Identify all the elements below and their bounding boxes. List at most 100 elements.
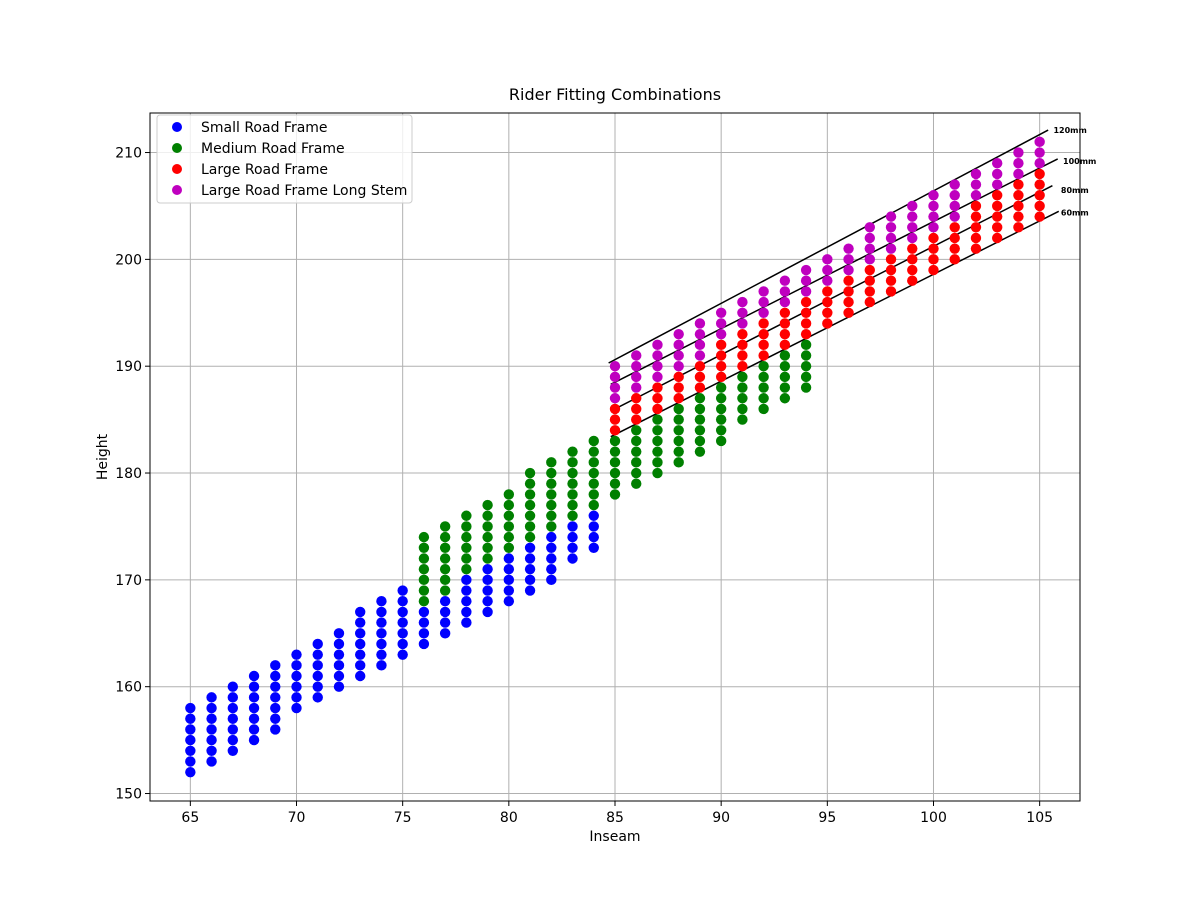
data-point xyxy=(439,553,451,564)
chart-title: Rider Fitting Combinations xyxy=(509,85,721,104)
data-point xyxy=(524,585,536,596)
data-point xyxy=(439,574,451,586)
data-point xyxy=(970,232,982,244)
data-point xyxy=(694,425,706,436)
data-point xyxy=(1013,158,1024,169)
data-point xyxy=(333,681,345,692)
data-point xyxy=(928,190,939,201)
data-point xyxy=(609,414,621,425)
y-tick-label: 150 xyxy=(115,787,142,803)
data-point xyxy=(482,596,493,607)
data-point xyxy=(928,232,939,244)
data-point xyxy=(715,328,727,340)
data-point xyxy=(737,403,748,415)
data-point xyxy=(312,638,323,650)
data-point xyxy=(970,200,982,212)
data-point xyxy=(567,521,578,532)
data-point xyxy=(397,628,408,639)
data-point xyxy=(907,222,918,233)
data-point xyxy=(567,457,578,468)
data-point xyxy=(503,510,515,521)
data-point xyxy=(524,531,536,543)
data-point xyxy=(673,339,684,351)
data-point xyxy=(991,222,1003,233)
data-point xyxy=(227,724,239,735)
y-axis-ticks: 150 160 170 180 190 200 210 xyxy=(115,146,150,803)
data-point xyxy=(270,724,281,735)
data-point xyxy=(822,307,833,318)
data-point xyxy=(333,660,345,671)
data-point xyxy=(949,200,960,212)
data-point xyxy=(631,457,642,468)
data-point xyxy=(439,563,451,575)
data-point xyxy=(758,371,769,383)
data-point xyxy=(885,275,897,286)
data-point xyxy=(291,692,302,703)
data-point xyxy=(418,585,430,596)
data-point xyxy=(673,393,684,404)
data-point xyxy=(864,222,875,233)
data-point xyxy=(779,360,791,372)
y-axis-label: Height xyxy=(95,433,111,480)
data-point xyxy=(1034,147,1045,158)
data-point xyxy=(609,393,621,404)
data-point xyxy=(588,478,599,489)
data-point xyxy=(1034,200,1045,212)
data-point xyxy=(588,531,599,543)
data-point xyxy=(928,264,939,276)
data-point xyxy=(376,617,387,628)
data-point xyxy=(418,596,430,607)
data-point xyxy=(609,435,621,447)
data-point xyxy=(185,724,196,735)
data-point xyxy=(567,467,578,479)
data-point xyxy=(439,585,451,596)
data-point xyxy=(715,414,727,425)
data-point xyxy=(673,328,684,340)
data-point xyxy=(503,563,515,575)
data-point xyxy=(461,596,472,607)
data-point xyxy=(482,585,493,596)
series-small-road-frame xyxy=(185,510,599,778)
legend-label-large-long-stem: Large Road Frame Long Stem xyxy=(201,183,407,199)
data-point xyxy=(1013,222,1024,233)
data-point xyxy=(737,382,748,393)
data-point xyxy=(397,638,408,650)
data-point xyxy=(800,360,812,372)
data-point xyxy=(907,264,918,276)
data-point xyxy=(800,318,812,329)
data-point xyxy=(758,318,769,329)
data-point xyxy=(822,318,833,329)
legend-marker-large xyxy=(172,164,182,174)
data-point xyxy=(1034,158,1045,169)
data-point xyxy=(185,756,196,767)
data-point xyxy=(588,489,599,500)
data-point xyxy=(333,670,345,682)
data-point xyxy=(418,531,430,543)
data-point xyxy=(800,275,812,286)
data-point xyxy=(800,350,812,361)
x-tick-label: 70 xyxy=(288,810,306,826)
data-point xyxy=(418,563,430,575)
stem-line-60mm xyxy=(610,210,1060,438)
data-point xyxy=(482,542,493,554)
y-tick-label: 190 xyxy=(115,359,142,375)
data-point xyxy=(843,264,854,276)
legend: Small Road Frame Medium Road Frame Large… xyxy=(156,114,413,204)
data-point xyxy=(758,360,769,372)
data-point xyxy=(928,200,939,212)
data-point xyxy=(652,467,663,479)
data-point xyxy=(864,264,875,276)
data-point xyxy=(673,360,684,372)
y-tick-label: 180 xyxy=(115,466,142,482)
data-point xyxy=(418,574,430,586)
data-point xyxy=(524,574,536,586)
data-point xyxy=(524,542,536,554)
data-point xyxy=(715,393,727,404)
data-point xyxy=(524,510,536,521)
data-point xyxy=(715,435,727,447)
data-point xyxy=(185,702,196,714)
data-point xyxy=(503,521,515,532)
data-point xyxy=(439,596,451,607)
data-point xyxy=(652,371,663,383)
